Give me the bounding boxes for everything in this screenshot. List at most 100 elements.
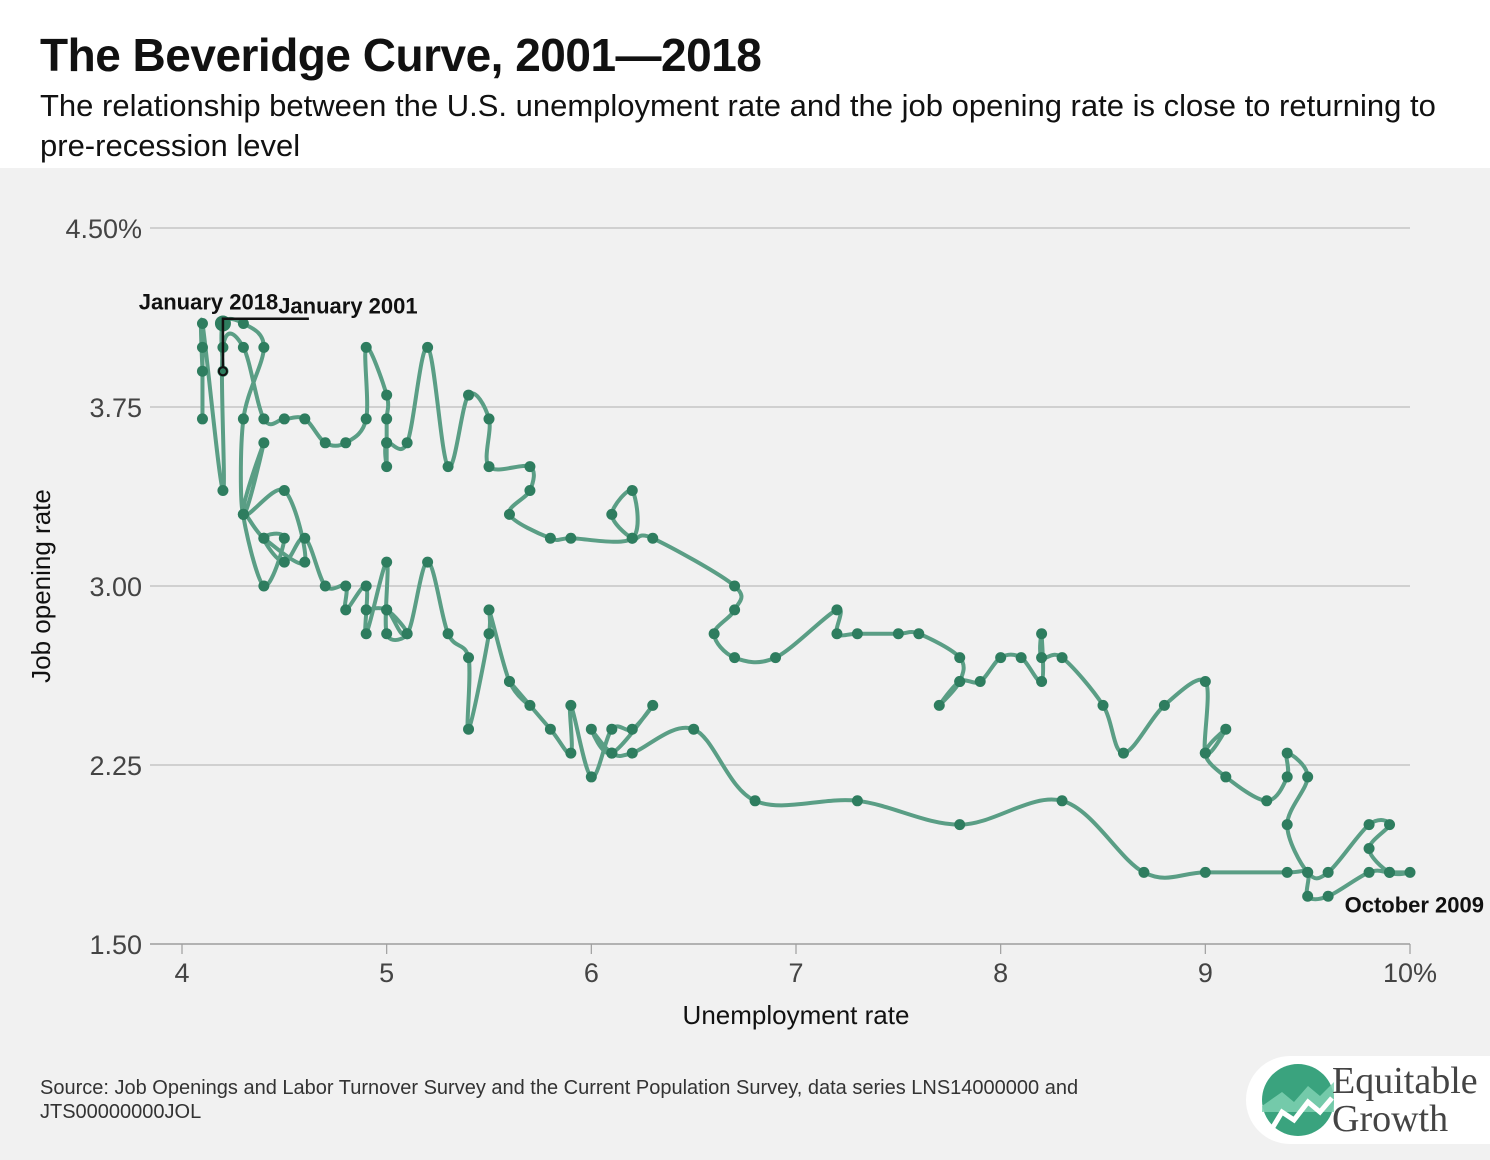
data-point: [258, 532, 270, 544]
data-point: [1015, 652, 1027, 664]
data-point: [954, 675, 966, 687]
data-point: [217, 485, 229, 497]
data-point: [1281, 747, 1293, 759]
annotation-label: January 2001: [278, 294, 417, 319]
data-point: [749, 795, 761, 807]
x-tick-label: 6: [584, 958, 599, 988]
data-point: [954, 819, 966, 831]
data-point: [503, 675, 515, 687]
page-subtitle: The relationship between the U.S. unempl…: [40, 88, 1436, 163]
annotation-leader: [221, 317, 309, 368]
data-point: [360, 604, 372, 616]
data-point: [340, 580, 352, 592]
data-point: [565, 699, 577, 711]
data-point: [954, 652, 966, 664]
data-point: [1302, 866, 1314, 878]
data-point: [278, 485, 290, 497]
data-point: [913, 628, 925, 640]
data-point: [422, 341, 434, 353]
data-point: [483, 604, 495, 616]
data-point: [1363, 819, 1375, 831]
data-point: [606, 508, 618, 520]
y-tick-label: 3.75: [89, 393, 142, 423]
data-point: [831, 628, 843, 640]
data-point: [278, 413, 290, 425]
data-point: [892, 628, 904, 640]
data-point: [1097, 699, 1109, 711]
y-tick-label: 2.25: [89, 751, 142, 781]
data-point: [381, 389, 393, 401]
data-point: [606, 747, 618, 759]
data-point: [626, 532, 638, 544]
data-point: [626, 747, 638, 759]
data-point: [463, 723, 475, 735]
data-point: [565, 747, 577, 759]
data-point: [422, 556, 434, 568]
y-axis-label: Job opening rate: [26, 489, 56, 683]
data-point: [1281, 771, 1293, 783]
data-point: [196, 317, 208, 329]
data-point: [196, 365, 208, 377]
data-point: [544, 532, 556, 544]
data-point: [360, 628, 372, 640]
data-point: [708, 628, 720, 640]
data-point: [688, 723, 700, 735]
data-point: [196, 341, 208, 353]
data-point: [585, 771, 597, 783]
data-point: [1036, 628, 1048, 640]
x-tick-label: 5: [379, 958, 394, 988]
data-point: [340, 604, 352, 616]
data-point: [299, 556, 311, 568]
data-point: [524, 699, 536, 711]
data-point: [258, 437, 270, 449]
data-point: [237, 413, 249, 425]
data-point: [524, 485, 536, 497]
data-point: [1117, 747, 1129, 759]
data-point: [196, 413, 208, 425]
data-point: [381, 413, 393, 425]
data-point: [1302, 771, 1314, 783]
data-point: [258, 413, 270, 425]
data-point: [831, 604, 843, 616]
data-point: [1322, 866, 1334, 878]
header-panel: The Beveridge Curve, 2001—2018 The relat…: [0, 0, 1490, 168]
data-point: [1056, 795, 1068, 807]
data-point: [278, 532, 290, 544]
data-point: [1199, 866, 1211, 878]
data-point: [237, 508, 249, 520]
data-point: [401, 437, 413, 449]
data-point: [463, 652, 475, 664]
data-point: [319, 437, 331, 449]
data-point: [278, 556, 290, 568]
annotation-label: January 2018: [139, 289, 278, 314]
data-point: [340, 437, 352, 449]
data-point: [1199, 747, 1211, 759]
data-point: [360, 413, 372, 425]
data-point: [647, 699, 659, 711]
logo-line-2: Growth: [1332, 1098, 1449, 1140]
annotation-label: October 2009: [1345, 892, 1484, 917]
data-point: [851, 795, 863, 807]
growth-logo-icon: [1262, 1064, 1334, 1136]
data-point: [381, 604, 393, 616]
data-point: [1384, 819, 1396, 831]
data-point: [299, 532, 311, 544]
data-point: [401, 628, 413, 640]
data-point: [995, 652, 1007, 664]
data-point: [544, 723, 556, 735]
data-point: [933, 699, 945, 711]
data-point: [360, 580, 372, 592]
data-point: [1363, 843, 1375, 855]
data-point: [483, 628, 495, 640]
data-point: [626, 723, 638, 735]
data-point: [565, 532, 577, 544]
data-point: [1036, 652, 1048, 664]
data-point: [1322, 890, 1334, 902]
source-note: Source: Job Openings and Labor Turnover …: [40, 1077, 1079, 1123]
data-point: [381, 628, 393, 640]
data-point: [1036, 675, 1048, 687]
data-point: [729, 580, 741, 592]
x-axis-label: Unemployment rate: [683, 1000, 910, 1030]
data-point: [606, 723, 618, 735]
